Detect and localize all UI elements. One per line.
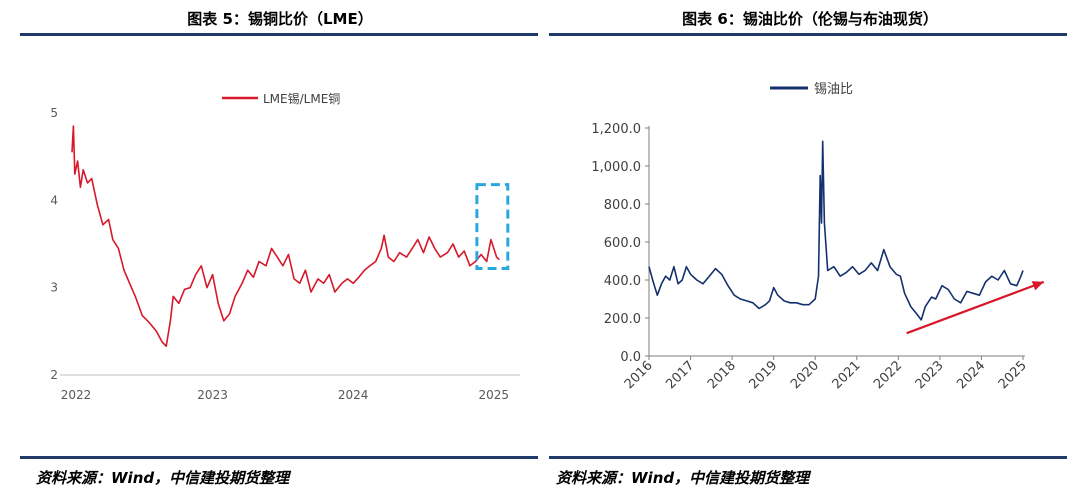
right-source-rule: [549, 456, 1067, 459]
right-series-line: [648, 140, 1024, 321]
left-y-tick-label: 3: [50, 281, 58, 295]
left-x-tick-label: 2024: [338, 388, 369, 402]
left-y-tick-label: 5: [50, 106, 58, 120]
left-source-note: 资料来源：Wind，中信建投期货整理: [36, 469, 290, 487]
right-x-tick-label: 2024: [954, 358, 988, 392]
right-x-tick-label: 2017: [663, 358, 697, 392]
right-y-tick-label: 1,200.0: [591, 122, 641, 137]
right-chart-title: 图表 6：锡油比价（伦锡与布油现货）: [682, 10, 938, 28]
left-x-tick-label: 2022: [61, 388, 92, 402]
right-x-tick-label: 2020: [788, 358, 822, 392]
right-x-tick-label: 2025: [996, 358, 1030, 392]
right-x-tick-label: 2021: [830, 358, 864, 392]
left-y-tick-label: 4: [50, 193, 58, 207]
left-chart-title: 图表 5：锡铜比价（LME）: [187, 10, 373, 28]
right-trend-arrow-line: [906, 280, 1045, 335]
left-x-tick-label: 2023: [197, 388, 228, 402]
left-title-rule: [20, 33, 538, 36]
right-y-tick-label: 200.0: [604, 312, 641, 327]
left-source-rule: [20, 456, 538, 459]
right-x-tick-label: 2019: [746, 358, 780, 392]
left-x-tick-label: 2025: [478, 388, 509, 402]
right-legend-label: 锡油比: [814, 82, 853, 97]
right-trend-arrow-head: [1031, 281, 1044, 291]
right-y-tick-label: 0.0: [620, 350, 641, 365]
right-y-tick-label: 600.0: [604, 236, 641, 251]
right-y-tick-label: 1,000.0: [591, 160, 641, 175]
right-x-tick-label: 2022: [871, 358, 905, 392]
right-x-tick-label: 2018: [705, 358, 739, 392]
left-highlight-box: [475, 183, 510, 270]
right-x-tick-label: 2023: [913, 358, 947, 392]
right-y-tick-label: 800.0: [604, 198, 641, 213]
left-series-line: [71, 125, 500, 348]
right-y-tick-label: 400.0: [604, 274, 641, 289]
right-title-rule: [549, 33, 1067, 36]
left-legend-label: LME锡/LME铜: [263, 91, 340, 106]
right-source-note: 资料来源：Wind，中信建投期货整理: [556, 469, 810, 487]
left-y-tick-label: 2: [50, 368, 58, 382]
